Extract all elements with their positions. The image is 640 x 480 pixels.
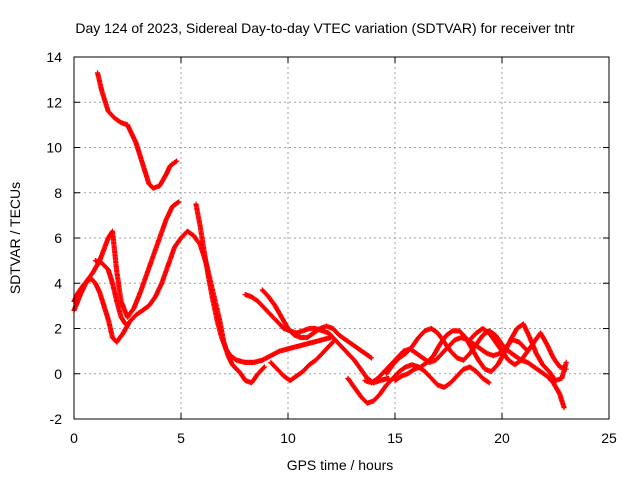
y-tick-label: 10 xyxy=(46,140,62,156)
point-markers xyxy=(92,258,128,327)
series-arc-9 xyxy=(345,362,492,406)
series-arc-1 xyxy=(94,70,180,191)
series-arc-13 xyxy=(467,325,569,372)
series-arc-8 xyxy=(268,337,338,384)
series-arc-7 xyxy=(259,287,375,361)
x-tick-label: 20 xyxy=(494,430,510,446)
y-tick-label: 14 xyxy=(46,49,62,65)
point-markers xyxy=(193,201,334,365)
x-tick-label: 5 xyxy=(177,430,185,446)
y-tick-label: 4 xyxy=(54,275,62,291)
chart-title: Day 124 of 2023, Sidereal Day-to-day VTE… xyxy=(75,20,575,36)
y-axis-label: SDTVAR / TECUs xyxy=(7,182,23,294)
y-tick-label: 0 xyxy=(54,366,62,382)
y-tick-label: -2 xyxy=(50,411,63,427)
point-markers xyxy=(259,287,375,361)
series-arc-5 xyxy=(193,201,334,365)
x-tick-label: 0 xyxy=(70,430,78,446)
point-markers xyxy=(345,362,492,406)
y-tick-label: 2 xyxy=(54,321,62,337)
x-tick-label: 10 xyxy=(280,430,296,446)
y-tick-label: 8 xyxy=(54,185,62,201)
y-tick-label: 12 xyxy=(46,94,62,110)
point-markers xyxy=(467,325,569,372)
series-arc-4 xyxy=(92,258,128,327)
axis-ticks: 0 5 10 15 20 25 -2 0 2 4 6 8 10 12 14 xyxy=(46,49,617,446)
point-markers xyxy=(94,70,180,191)
x-axis-label: GPS time / hours xyxy=(287,457,394,473)
x-tick-label: 15 xyxy=(387,430,403,446)
x-tick-label: 25 xyxy=(601,430,617,446)
point-markers xyxy=(268,337,338,384)
y-tick-label: 6 xyxy=(54,230,62,246)
